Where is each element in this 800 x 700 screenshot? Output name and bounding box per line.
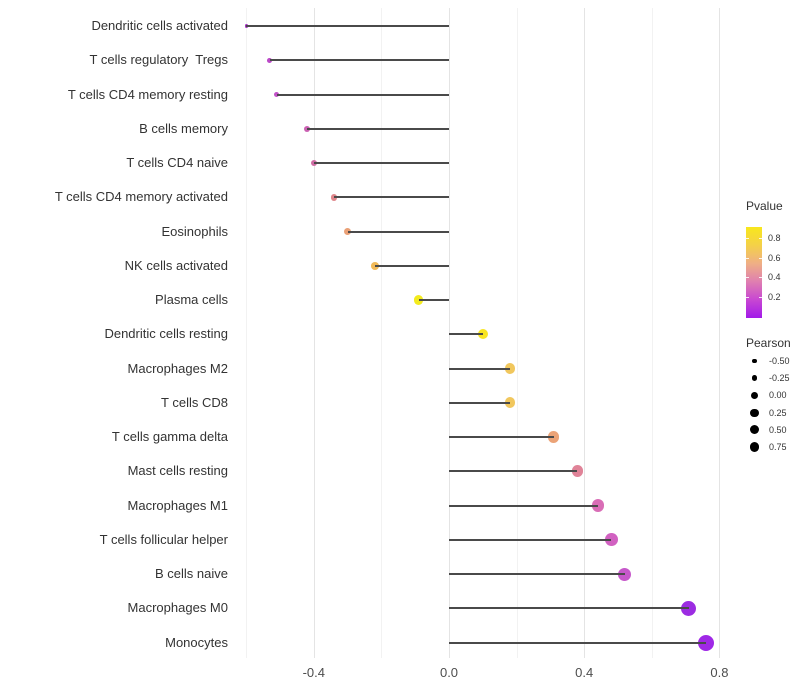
lollipop-dot <box>310 159 317 167</box>
lollipop-dot <box>477 329 488 340</box>
lollipop-stick <box>449 436 554 438</box>
pearson-legend-dot <box>750 425 759 435</box>
lollipop-stick <box>269 59 449 62</box>
pvalue-colorbar <box>746 227 762 318</box>
lollipop-dot <box>618 567 632 581</box>
y-axis-label: NK cells activated <box>124 257 228 273</box>
lollipop-stick <box>246 25 449 27</box>
x-axis-tick-label: -0.4 <box>302 665 325 680</box>
lollipop-stick <box>449 333 483 336</box>
lollipop-stick <box>449 573 625 575</box>
lollipop-stick <box>449 607 689 610</box>
pvalue-tick-label: 0.8 <box>768 233 781 243</box>
y-axis-label: B cells memory <box>139 120 228 136</box>
y-axis-label: Macrophages M0 <box>127 600 228 616</box>
lollipop-dot <box>504 363 516 374</box>
lollipop-dot <box>413 295 424 305</box>
y-axis-label: T cells gamma delta <box>111 429 228 444</box>
lollipop-stick <box>374 264 449 267</box>
lollipop-dot <box>681 600 697 616</box>
lollipop-stick <box>347 230 449 233</box>
pearson-legend-dot <box>750 391 759 399</box>
lollipop-stick <box>449 504 598 507</box>
pvalue-tick-label: 0.6 <box>768 252 781 263</box>
x-axis-tick-label: 0.4 <box>575 665 594 680</box>
lollipop-dot <box>267 57 273 63</box>
gridline-minor <box>651 8 653 658</box>
pvalue-colorbar-tickmark <box>746 296 749 298</box>
pvalue-tick-label: 0.2 <box>768 291 781 302</box>
pvalue-colorbar-tickmark <box>746 277 749 278</box>
pvalue-colorbar-tickmark <box>746 257 749 259</box>
gridline-major <box>584 8 586 658</box>
x-axis-tick-label: 0.0 <box>439 665 459 680</box>
lollipop-dot <box>548 431 560 443</box>
pearson-legend-dot <box>750 408 759 417</box>
y-axis-label: Plasma cells <box>155 292 228 307</box>
y-axis-label: T cells CD8 <box>161 394 228 410</box>
lollipop-dot <box>504 397 516 409</box>
y-axis-label: T cells CD4 memory resting <box>67 86 228 102</box>
lollipop-dot <box>697 634 714 651</box>
gridline-minor <box>246 8 248 658</box>
lollipop-dot <box>330 193 338 201</box>
pearson-legend-dot <box>751 375 758 382</box>
pvalue-tick-label: 0.4 <box>768 272 781 282</box>
y-axis-label: T cells follicular helper <box>99 531 228 547</box>
x-axis-tick-label: 0.8 <box>710 665 729 680</box>
lollipop-stick <box>313 162 449 164</box>
lollipop-stick <box>449 401 510 404</box>
pearson-legend-label: 0.00 <box>769 390 787 401</box>
y-axis-label: T cells CD4 naive <box>126 155 228 170</box>
lollipop-stick <box>276 93 449 96</box>
pearson-legend-label: 0.75 <box>769 442 787 452</box>
y-axis-label: Eosinophils <box>161 223 229 239</box>
y-axis-label: Dendritic cells activated <box>91 18 228 33</box>
lollipop-stick <box>334 196 449 199</box>
pearson-legend-label: 0.25 <box>769 407 787 418</box>
lollipop-stick <box>418 299 449 301</box>
gridline-major <box>719 8 721 658</box>
gridline-major <box>313 8 315 658</box>
lollipop-stick <box>307 127 449 130</box>
pearson-legend-title: Pearson <box>746 336 791 350</box>
pearson-legend-dot <box>752 358 757 364</box>
pearson-legend-dot <box>749 442 760 452</box>
gridline-minor <box>516 8 518 658</box>
y-axis-label: Monocytes <box>165 634 228 650</box>
y-axis-label: Macrophages M2 <box>127 360 228 376</box>
pearson-legend-label: -0.50 <box>769 356 790 366</box>
pvalue-colorbar-tickmark <box>759 257 762 259</box>
lollipop-stick <box>449 641 706 644</box>
pvalue-colorbar-tickmark <box>759 238 762 239</box>
pvalue-colorbar-tickmark <box>746 238 749 239</box>
lollipop-stick <box>449 470 578 473</box>
pearson-legend-label: 0.50 <box>769 424 787 435</box>
y-axis-label: T cells regulatory Tregs <box>89 52 228 68</box>
y-axis-label: Macrophages M1 <box>127 497 228 513</box>
pearson-legend-label: -0.25 <box>769 373 790 384</box>
lollipop-stick <box>449 367 510 370</box>
pvalue-colorbar-tickmark <box>759 277 762 278</box>
y-axis-label: T cells CD4 memory activated <box>54 189 228 205</box>
y-axis-label: Dendritic cells resting <box>104 326 228 342</box>
pvalue-colorbar-tickmark <box>759 296 762 298</box>
y-axis-label: B cells naive <box>155 566 228 581</box>
gridline-major <box>449 8 450 658</box>
y-axis-label: Mast cells resting <box>127 463 228 479</box>
pvalue-legend-title: Pvalue <box>746 199 783 213</box>
lollipop-stick <box>449 538 612 541</box>
gridline-minor <box>381 8 383 658</box>
